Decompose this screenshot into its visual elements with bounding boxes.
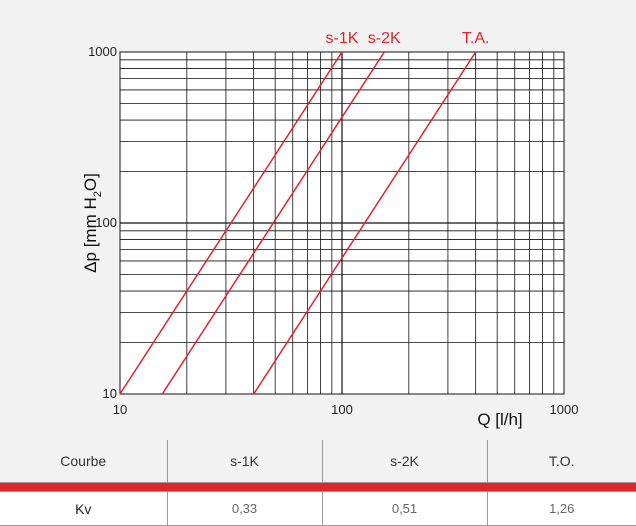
pressure-flow-chart: 10 100 1000 10 100 1000 s-1K s-2K T.A. Q [l/h] … xyxy=(81,30,578,429)
y-axis-title: Δp [mm H2O] xyxy=(81,173,104,273)
kv-table: Courbe s-1K s-2K T.O. Kv 0,33 0,51 1,26 xyxy=(0,440,636,526)
table-red-divider xyxy=(0,482,636,492)
y-axis-title-end: O] xyxy=(81,173,100,191)
x-tick-label: 10 xyxy=(113,402,127,417)
kv-value-to: 1,26 xyxy=(486,491,636,526)
header-cell-to: T.O. xyxy=(486,440,636,483)
grid-lines xyxy=(120,52,564,394)
series-line-0 xyxy=(119,51,343,395)
x-tick-label: 1000 xyxy=(550,402,579,417)
y-tick-label: 1000 xyxy=(88,44,117,59)
header-cell-s1k: s-1K xyxy=(166,440,323,483)
y-axis-title-main: Δp [mm H xyxy=(81,197,100,273)
tick-labels: 10 100 1000 10 100 1000 xyxy=(88,44,578,417)
header-cell-s2k: s-2K xyxy=(321,440,488,483)
x-tick-label: 100 xyxy=(331,402,353,417)
kv-value-s2k: 0,51 xyxy=(321,491,488,526)
y-tick-label: 100 xyxy=(95,215,117,230)
series-lines xyxy=(119,51,477,395)
kv-value-s1k: 0,33 xyxy=(166,491,323,526)
series-line-1 xyxy=(161,51,385,395)
series-label-2: T.A. xyxy=(462,30,490,47)
series-line-2 xyxy=(253,51,477,395)
series-labels: s-1K s-2K T.A. xyxy=(326,30,490,47)
red-divider-cell xyxy=(0,482,636,492)
header-cell-courbe: Courbe xyxy=(0,440,168,483)
series-label-0: s-1K xyxy=(326,30,359,47)
series-label-1: s-2K xyxy=(368,30,401,47)
x-axis-title: Q [l/h] xyxy=(477,410,522,429)
row-label-kv: Kv xyxy=(0,491,168,526)
y-tick-label: 10 xyxy=(103,386,117,401)
y-axis-title-subscript: 2 xyxy=(92,191,104,197)
table-header-row: Courbe s-1K s-2K T.O. xyxy=(0,440,636,483)
table-row: Kv 0,33 0,51 1,26 xyxy=(0,491,636,526)
